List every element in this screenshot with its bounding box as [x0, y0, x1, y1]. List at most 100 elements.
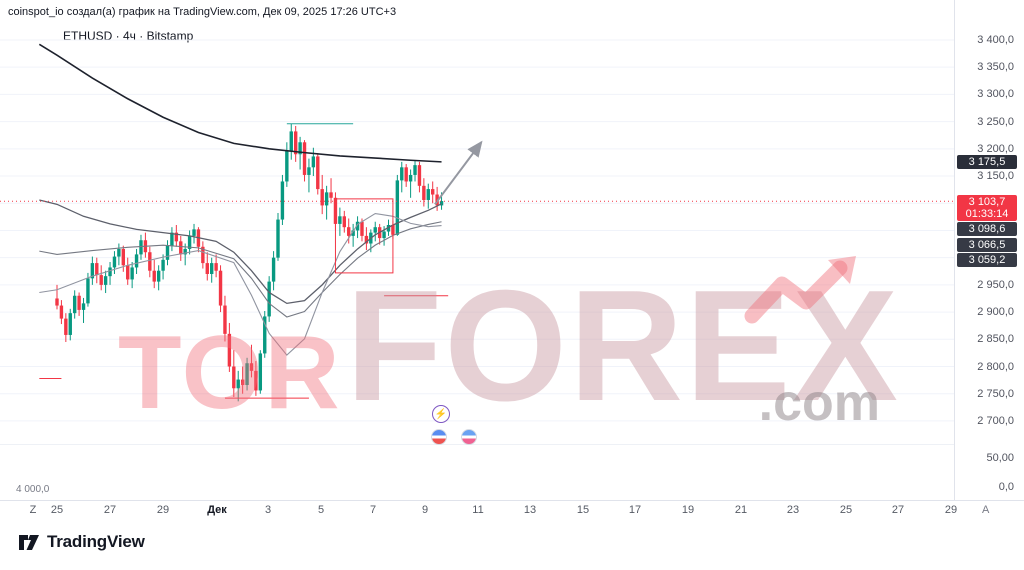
candle-body — [165, 245, 170, 260]
time-label: 13 — [523, 504, 537, 516]
time-label: 3 — [264, 504, 272, 516]
candle-body — [276, 219, 280, 258]
sticker-marker-icon-2[interactable] — [461, 429, 477, 445]
candle-body — [205, 263, 209, 274]
time-label: 29 — [944, 504, 958, 516]
candle-body — [431, 189, 435, 195]
candle-body — [81, 303, 86, 310]
candle-body — [245, 363, 249, 386]
last-price-badge: 3 103,7 01:33:14 — [957, 195, 1017, 221]
candle-body — [179, 241, 183, 255]
candle-body — [108, 267, 112, 277]
candle-body — [307, 167, 311, 175]
sticker-marker-icon-1[interactable] — [431, 429, 447, 445]
indicator-price-badge: 3 059,2 — [957, 253, 1017, 267]
price-tick: 2 700,0 — [977, 414, 1014, 427]
candle-body — [72, 295, 77, 314]
indicator-price-badge: 3 175,5 — [957, 155, 1017, 169]
time-label: 17 — [628, 504, 642, 516]
time-label: 27 — [891, 504, 905, 516]
time-label: Дек — [207, 504, 227, 516]
trend-arrow — [434, 140, 483, 205]
tradingview-logo[interactable]: TradingView — [18, 531, 145, 553]
candle-body — [214, 263, 218, 271]
candle-body — [99, 275, 103, 285]
candle-body — [254, 370, 258, 391]
candle-body — [404, 167, 408, 182]
candle-body — [121, 248, 125, 266]
candle-body — [134, 254, 139, 268]
candle-body — [400, 167, 404, 181]
price-tick: 3 300,0 — [977, 88, 1014, 101]
candle-body — [223, 305, 227, 334]
candle-body — [267, 281, 271, 317]
time-axis-border — [0, 500, 1024, 501]
time-axis[interactable]: Z 25 27 29 Дек 3 5 7 9 11 13 15 17 19 21 23 25 27 29 — [0, 502, 1024, 518]
candle-body — [413, 165, 417, 175]
candle-body — [382, 231, 386, 239]
candle-body — [395, 180, 400, 235]
price-axis[interactable]: 3 400,0 3 350,0 3 300,0 3 250,0 3 200,0 3 150… — [956, 0, 1024, 520]
candles-series — [55, 123, 444, 402]
candle-body — [351, 230, 355, 236]
time-label: Z — [29, 504, 37, 516]
attribution-text: coinspot_io создал(а) график на TradingV… — [8, 6, 397, 18]
candle-body — [236, 379, 240, 389]
auto-scale-button[interactable]: A — [982, 504, 990, 516]
candle-body — [311, 156, 316, 168]
price-tick: 2 950,0 — [977, 278, 1014, 291]
indicator-scale-tick: 50,00 — [986, 452, 1014, 464]
price-axis-border — [954, 0, 955, 500]
price-tick: 3 200,0 — [977, 142, 1014, 155]
candle-body — [112, 256, 117, 268]
price-tick: 2 900,0 — [977, 306, 1014, 319]
candle-body — [342, 216, 346, 228]
candle-body — [347, 227, 351, 236]
time-label: 15 — [576, 504, 590, 516]
candle-body — [174, 232, 179, 242]
time-label: 7 — [369, 504, 377, 516]
time-label: 19 — [681, 504, 695, 516]
candle-body — [90, 263, 95, 279]
candle-body — [59, 305, 64, 319]
time-label: 29 — [156, 504, 170, 516]
candle-body — [218, 270, 223, 306]
candle-body — [240, 379, 245, 386]
candle-body — [258, 353, 263, 391]
candle-body — [126, 265, 130, 280]
indicator-price-badge: 3 098,6 — [957, 222, 1017, 236]
price-tick: 3 400,0 — [977, 33, 1014, 46]
candle-body — [417, 165, 422, 186]
candle-body — [338, 216, 342, 224]
price-tick: 3 150,0 — [977, 170, 1014, 183]
time-label: 27 — [103, 504, 117, 516]
price-tick: 2 850,0 — [977, 333, 1014, 346]
candle-body — [201, 246, 205, 264]
indicator-scale-tick: 0,0 — [998, 481, 1014, 493]
candle-body — [293, 131, 298, 155]
lightning-marker-icon[interactable]: ⚡ — [432, 405, 450, 423]
candle-body — [285, 150, 289, 182]
time-label: 5 — [317, 504, 325, 516]
candle-body — [183, 248, 187, 255]
candle-body — [298, 142, 302, 155]
candle-body — [64, 318, 68, 335]
candle-body — [68, 313, 72, 335]
candle-body — [355, 221, 360, 231]
ma-slow — [38, 43, 442, 163]
moving-averages — [38, 43, 442, 356]
candle-body — [210, 263, 214, 274]
tradingview-brand-text: TradingView — [47, 532, 145, 551]
candle-body — [77, 295, 81, 310]
candle-body — [280, 181, 285, 220]
candle-body — [426, 189, 430, 200]
drawing-annotations[interactable] — [39, 123, 483, 399]
candle-body — [86, 278, 90, 304]
ma-mid — [39, 199, 442, 305]
candle-body — [271, 257, 276, 282]
candle-body — [316, 156, 320, 190]
candle-body — [192, 229, 196, 236]
lightning-glyph: ⚡ — [434, 408, 448, 420]
